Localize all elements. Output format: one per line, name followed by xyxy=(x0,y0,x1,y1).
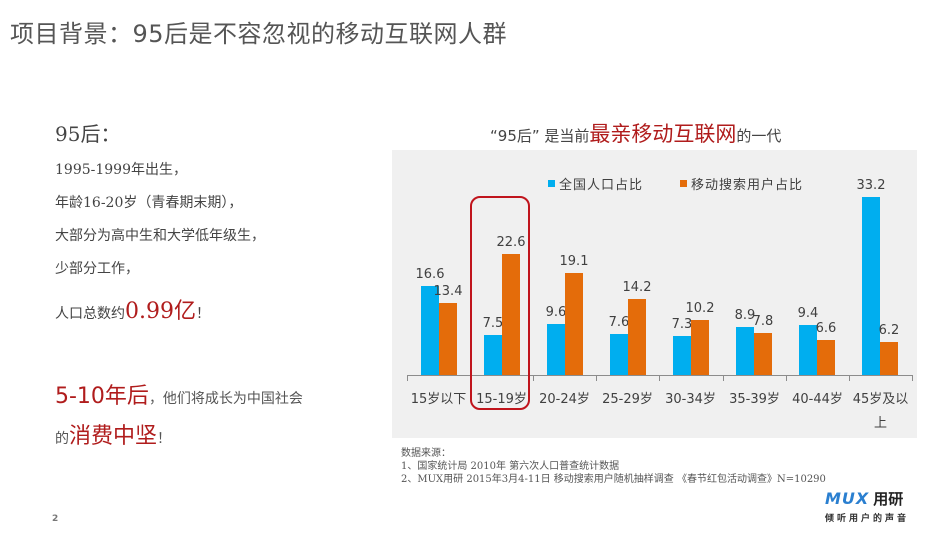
future-suffix: ！ xyxy=(157,431,172,447)
bar-population xyxy=(736,327,754,375)
data-label: 7.3 xyxy=(671,317,693,332)
source-item: 2、MUX用研 2015年3月4-11日 移动搜索用户随机抽样调查 《春节红包活… xyxy=(401,474,826,485)
bar-mobile-search xyxy=(628,299,646,375)
intro-line: 年龄16-20岁（青春期末期）， xyxy=(55,195,243,211)
data-label: 6.2 xyxy=(878,323,900,338)
bar-population xyxy=(673,336,691,375)
highlight-box-15-19 xyxy=(470,196,530,410)
bar-mobile-search xyxy=(817,340,835,375)
legend-item-population: 全国人口占比 xyxy=(548,174,643,193)
legend-swatch-blue xyxy=(548,180,555,187)
mux-logo: MUX 用研 倾听用户的声音 xyxy=(825,488,909,524)
page-number: 2 xyxy=(52,514,59,524)
bar-mobile-search xyxy=(754,333,772,375)
category-label: 40-44岁 xyxy=(792,392,843,407)
data-label: 33.2 xyxy=(856,178,886,193)
future-statement: 5-10年后，他们将成长为中国社会 的消费中坚！ xyxy=(55,378,375,458)
future-prefix: 的 xyxy=(55,431,69,447)
bar-population xyxy=(610,334,628,375)
axis-tick xyxy=(407,375,408,381)
legend-swatch-orange xyxy=(680,180,687,187)
axis-tick xyxy=(659,375,660,381)
chart-title: “95后” 是当前最亲移动互联网的一代 xyxy=(490,118,781,148)
category-label: 35-39岁 xyxy=(729,392,780,407)
axis-tick xyxy=(912,375,913,381)
population-prefix: 人口总数约 xyxy=(55,306,125,322)
future-highlight: 5-10年后 xyxy=(55,384,149,409)
logo-brand: MUX xyxy=(825,489,870,508)
legend-label: 全国人口占比 xyxy=(559,178,644,193)
legend-item-mobile-search: 移动搜索用户占比 xyxy=(680,174,803,193)
axis-tick xyxy=(723,375,724,381)
data-label: 13.4 xyxy=(433,284,463,299)
axis-tick xyxy=(786,375,787,381)
axis-tick xyxy=(849,375,850,381)
logo-brand-cn: 用研 xyxy=(873,490,904,508)
source-item: 1、国家统计局 2010年 第六次人口普查统计数据 xyxy=(401,461,620,472)
data-label: 22.6 xyxy=(496,235,526,250)
bar-population xyxy=(484,335,502,375)
bar-population xyxy=(421,286,439,375)
category-label: 15-19岁 xyxy=(476,392,527,407)
bar-mobile-search xyxy=(880,342,898,375)
source-heading: 数据来源： xyxy=(401,448,451,459)
category-label: 25-29岁 xyxy=(602,392,653,407)
chart-title-suffix: 的一代 xyxy=(736,127,782,145)
data-label: 10.2 xyxy=(685,301,715,316)
chart-title-highlight: 最亲移动互联网 xyxy=(589,122,737,146)
data-source: 数据来源： 1、国家统计局 2010年 第六次人口普查统计数据 2、MUX用研 … xyxy=(401,447,826,486)
legend-label: 移动搜索用户占比 xyxy=(691,178,804,193)
category-label: 20-24岁 xyxy=(539,392,590,407)
bar-mobile-search xyxy=(502,254,520,375)
data-label: 6.6 xyxy=(815,321,837,336)
bar-mobile-search xyxy=(565,273,583,375)
x-axis xyxy=(407,375,912,376)
population-line: 人口总数约0.99亿！ xyxy=(55,293,375,325)
slide-title: 项目背景：95后是不容忽视的移动互联网人群 xyxy=(10,20,508,48)
intro-heading: 95后： xyxy=(55,122,121,146)
data-label: 7.6 xyxy=(608,315,630,330)
future-highlight-2: 消费中坚 xyxy=(69,424,158,449)
intro-panel: 95后： 1995-1999年出生， 年龄16-20岁（青春期末期）， 大部分为… xyxy=(55,118,375,325)
data-label: 19.1 xyxy=(559,254,589,269)
data-label: 7.8 xyxy=(752,314,774,329)
bar-population xyxy=(547,324,565,375)
data-label: 14.2 xyxy=(622,280,652,295)
intro-line: 1995-1999年出生， xyxy=(55,162,187,178)
bar-mobile-search xyxy=(691,320,709,375)
data-label: 9.6 xyxy=(545,305,567,320)
data-label: 7.5 xyxy=(482,316,504,331)
chart-title-prefix: “95后” 是当前 xyxy=(490,127,590,145)
intro-line: 大部分为高中生和大学低年级生， xyxy=(55,228,265,244)
category-label: 15岁以下 xyxy=(410,392,467,407)
axis-tick xyxy=(596,375,597,381)
population-value: 0.99亿 xyxy=(125,299,196,324)
intro-line: 少部分工作， xyxy=(55,261,139,277)
category-label: 45岁及以上 xyxy=(852,392,909,431)
data-label: 16.6 xyxy=(415,267,445,282)
data-label: 9.4 xyxy=(797,306,819,321)
bar-population xyxy=(799,325,817,375)
axis-tick xyxy=(533,375,534,381)
population-suffix: ！ xyxy=(196,306,210,322)
data-label: 8.9 xyxy=(734,308,756,323)
future-text: ，他们将成长为中国社会 xyxy=(148,391,303,407)
category-label: 30-34岁 xyxy=(665,392,716,407)
bar-population xyxy=(862,197,880,375)
bar-mobile-search xyxy=(439,303,457,375)
logo-slogan: 倾听用户的声音 xyxy=(825,514,910,524)
